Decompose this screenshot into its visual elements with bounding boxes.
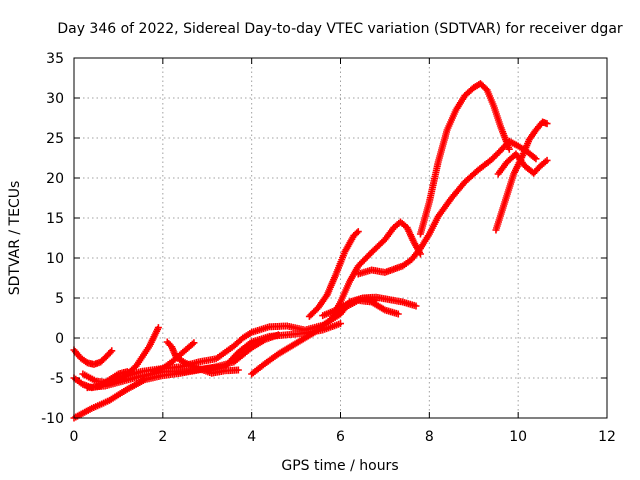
data-point <box>190 339 198 347</box>
x-tick-label: 0 <box>70 429 79 445</box>
y-tick-label: 35 <box>46 51 64 67</box>
y-tick-label: 15 <box>46 211 64 227</box>
chart-title: Day 346 of 2022, Sidereal Day-to-day VTE… <box>57 21 623 37</box>
y-tick-label: 25 <box>46 131 64 147</box>
series-arc-14 <box>416 80 513 238</box>
grid <box>74 58 607 418</box>
series-arc-8 <box>150 339 198 376</box>
series-arc-12 <box>328 218 424 323</box>
x-tick-label: 8 <box>425 429 434 445</box>
y-tick-label: -10 <box>41 411 64 427</box>
series-arc-7 <box>163 338 242 377</box>
data-point <box>532 155 540 163</box>
data-point <box>543 120 551 128</box>
data-point <box>505 145 513 153</box>
y-tick-label: 20 <box>46 171 64 187</box>
x-tick-label: 6 <box>336 429 345 445</box>
data-point <box>394 310 402 318</box>
y-tick-label: 0 <box>55 331 64 347</box>
data-point <box>337 320 344 328</box>
plot-frame <box>73 57 608 419</box>
data-point <box>353 229 361 237</box>
data-point <box>108 347 116 355</box>
data-point <box>530 154 538 162</box>
data-point <box>354 228 362 236</box>
data-point <box>543 156 551 164</box>
y-tick-label: 5 <box>55 291 64 307</box>
y-axis-label: SDTVAR / TECUs <box>7 181 23 296</box>
series-arc-11 <box>319 293 420 320</box>
x-tick-label: 4 <box>247 429 256 445</box>
data-point <box>234 366 242 374</box>
series-arc-1 <box>70 346 116 368</box>
data-series <box>70 80 551 422</box>
x-tick-label: 2 <box>158 429 167 445</box>
series-arc-16 <box>494 150 551 178</box>
y-tick-label: -5 <box>50 371 64 387</box>
data-point <box>412 302 420 310</box>
x-tick-label: 12 <box>598 429 616 445</box>
y-tick-label: 10 <box>46 251 64 267</box>
x-tick-label: 10 <box>509 429 527 445</box>
y-tick-label: 30 <box>46 91 64 107</box>
x-axis-label: GPS time / hours <box>281 458 398 474</box>
data-point <box>154 324 162 332</box>
series-arc-10 <box>305 228 362 320</box>
